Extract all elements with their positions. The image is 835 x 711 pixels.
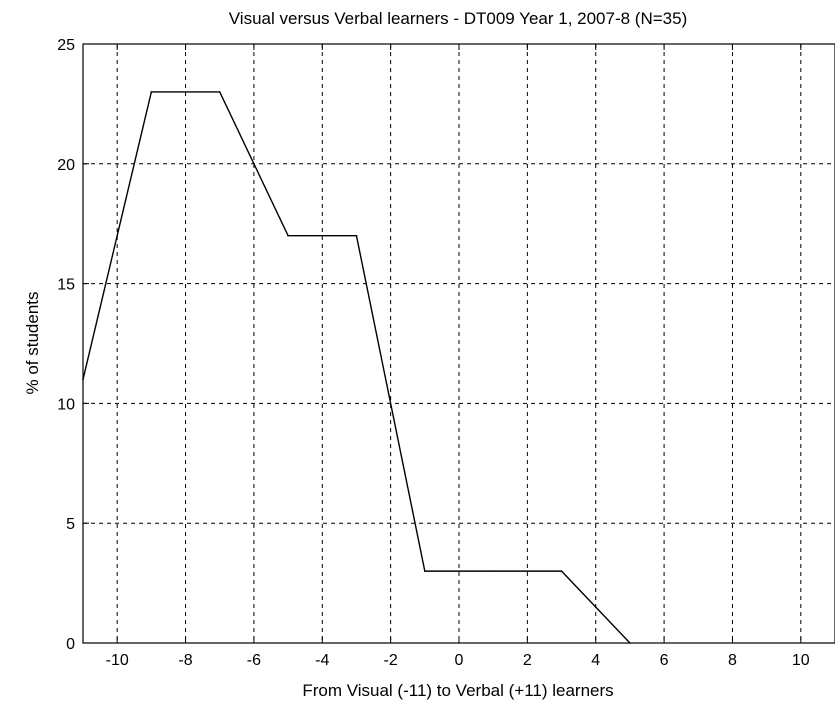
y-tick-label: 15 [57, 277, 75, 294]
x-tick-label: 0 [455, 652, 464, 669]
x-tick-label: -4 [315, 652, 329, 669]
data-point [492, 570, 494, 572]
data-point [560, 570, 563, 572]
x-tick-label: -6 [247, 652, 261, 669]
y-tick-label: 10 [57, 396, 75, 413]
x-tick-label: 6 [660, 652, 669, 669]
chart-title: Visual versus Verbal learners - DT009 Ye… [229, 9, 687, 28]
y-tick-label: 20 [57, 157, 75, 174]
x-tick-label: -10 [106, 652, 129, 669]
y-axis-label: % of students [23, 291, 42, 394]
x-tick-label: -8 [178, 652, 192, 669]
y-tick-label: 0 [66, 636, 75, 653]
x-tick-label: 2 [523, 652, 532, 669]
series-layer [82, 91, 631, 644]
data-point [218, 91, 221, 93]
series-line-1 [82, 91, 631, 644]
x-tick-label: 8 [728, 652, 737, 669]
data-point [355, 234, 358, 237]
x-tick-label: 10 [792, 652, 810, 669]
x-axis-label: From Visual (-11) to Verbal (+11) learne… [302, 681, 613, 700]
y-tick-label: 5 [66, 516, 75, 533]
y-tick-label: 25 [57, 37, 75, 54]
x-tick-label: 4 [591, 652, 600, 669]
data-point [150, 91, 153, 93]
data-point [287, 234, 289, 237]
axis-ticks: -10 -8 -6 -4 -2 0 2 4 6 8 10 0 5 10 15 20 25 [57, 37, 810, 669]
data-point [424, 570, 426, 572]
grid-lines [83, 44, 835, 643]
x-tick-label: -2 [384, 652, 398, 669]
data-point [82, 378, 84, 381]
data-point [629, 642, 631, 644]
